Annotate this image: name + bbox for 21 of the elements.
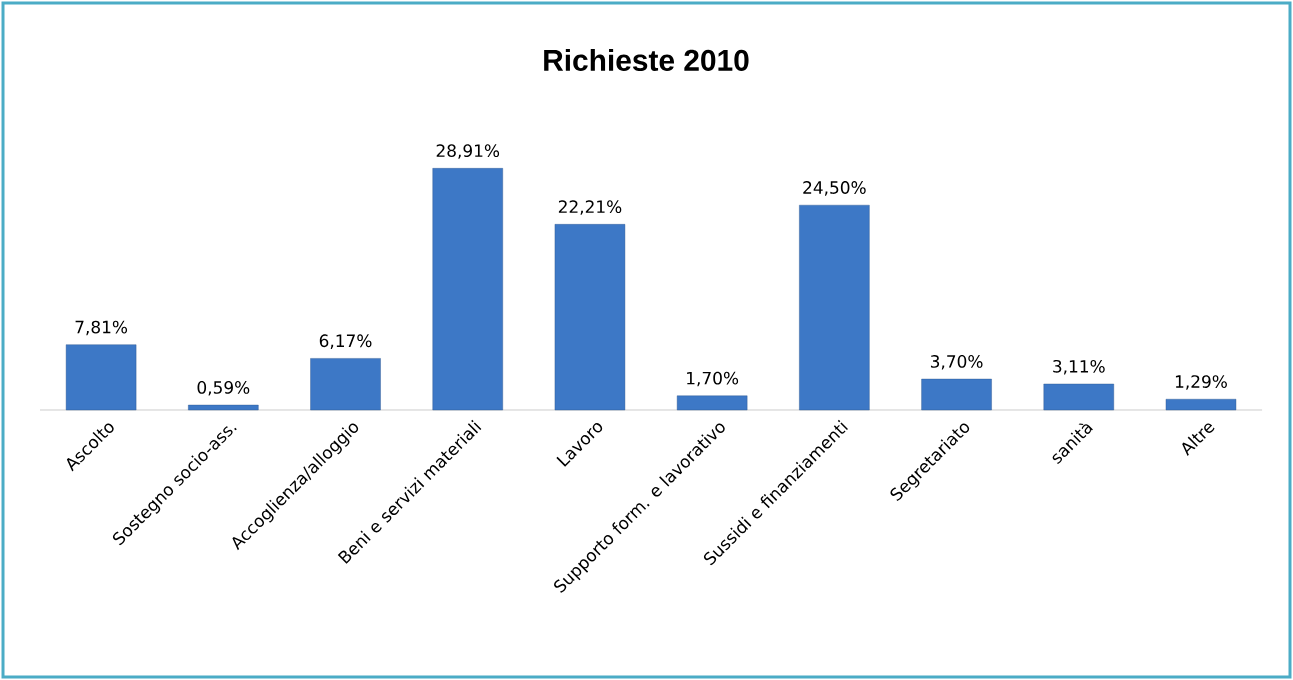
bar [921,378,992,411]
bar [1165,399,1237,411]
data-label: 28,91% [436,144,500,159]
bar [432,168,503,411]
bar [799,204,870,411]
data-label: 3,70% [930,354,983,370]
data-label: 24,50% [803,181,866,196]
data-label: 6,17% [319,334,372,349]
data-label: 1,70% [687,371,739,387]
chart-title: Richieste 2010 [544,49,749,71]
data-label: 7,81% [75,320,128,336]
data-label: 3,11% [1053,359,1105,375]
bar [310,358,381,411]
data-label: 22,21% [558,200,622,215]
bar [65,344,137,411]
bar [188,404,259,411]
bar [676,395,748,411]
bar [554,224,626,411]
data-label: 0,59% [197,380,250,396]
data-label: 1,29% [1175,375,1227,390]
bar [1043,383,1114,411]
